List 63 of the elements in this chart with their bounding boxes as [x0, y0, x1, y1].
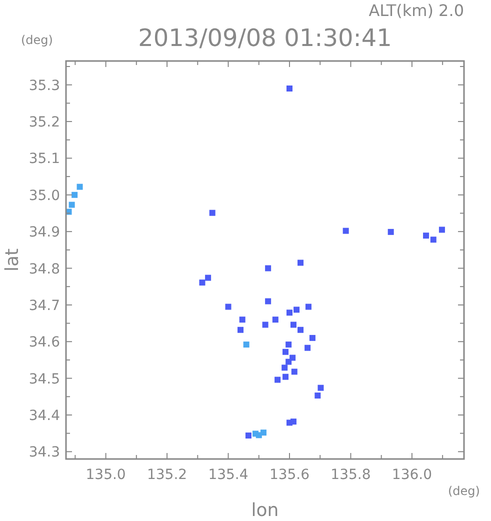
chart-title: 2013/09/08 01:30:41: [138, 24, 392, 52]
point: [290, 418, 296, 425]
point: [423, 232, 430, 239]
y-tick-label: 34.3: [28, 444, 60, 461]
x-tick-label: 135.2: [146, 467, 188, 483]
point: [298, 326, 304, 333]
point: [272, 316, 278, 323]
x-axis-title: lon: [251, 500, 279, 521]
point: [282, 348, 289, 355]
point: [68, 202, 75, 208]
x-tick-label: 135.6: [269, 467, 310, 483]
point: [274, 376, 281, 383]
point: [286, 86, 292, 92]
point: [225, 304, 232, 310]
point: [239, 316, 246, 323]
point: [265, 298, 272, 304]
x-tick-label: 135.0: [86, 467, 126, 483]
point: [76, 184, 83, 190]
y-tick-label: 34.9: [28, 224, 60, 241]
y-tick-label: 35.0: [28, 188, 60, 204]
point: [309, 334, 316, 341]
x-tick-label: 136.0: [392, 467, 432, 483]
point: [286, 342, 292, 348]
point: [286, 310, 292, 316]
y-tick-label: 35.1: [28, 151, 60, 168]
point: [305, 304, 312, 310]
point: [318, 384, 324, 391]
point: [282, 364, 288, 371]
text: (deg): [21, 33, 53, 47]
point: [199, 280, 206, 286]
y-tick-label: 35.3: [28, 78, 60, 94]
point: [282, 374, 289, 380]
point: [205, 274, 212, 281]
text: (deg): [448, 484, 480, 498]
point: [314, 392, 321, 399]
x-tick-label: 135.4: [208, 467, 248, 483]
y-tick-label: 34.5: [28, 371, 60, 388]
point: [243, 342, 250, 348]
chart-subtitle: ALT(km) 2.0: [368, 1, 464, 20]
point: [262, 322, 268, 328]
point: [265, 265, 272, 272]
point: [245, 432, 252, 439]
x-tick-label: 135.8: [330, 467, 371, 483]
point: [342, 228, 349, 234]
y-tick-label: 34.4: [28, 408, 60, 424]
point: [294, 306, 300, 313]
point: [438, 226, 445, 233]
point: [72, 192, 78, 198]
y-tick-label: 35.2: [28, 114, 60, 131]
point: [298, 260, 304, 266]
y-axis-title: lat: [2, 248, 23, 272]
point: [286, 358, 292, 365]
point: [256, 432, 262, 438]
point: [304, 344, 311, 351]
point: [290, 322, 296, 328]
point: [238, 326, 244, 333]
point: [388, 228, 394, 235]
y-tick-label: 34.7: [28, 298, 60, 314]
point: [430, 236, 436, 243]
point: [209, 210, 216, 216]
y-tick-label: 34.8: [28, 261, 60, 278]
y-tick-label: 34.6: [28, 334, 60, 351]
point: [291, 368, 298, 375]
